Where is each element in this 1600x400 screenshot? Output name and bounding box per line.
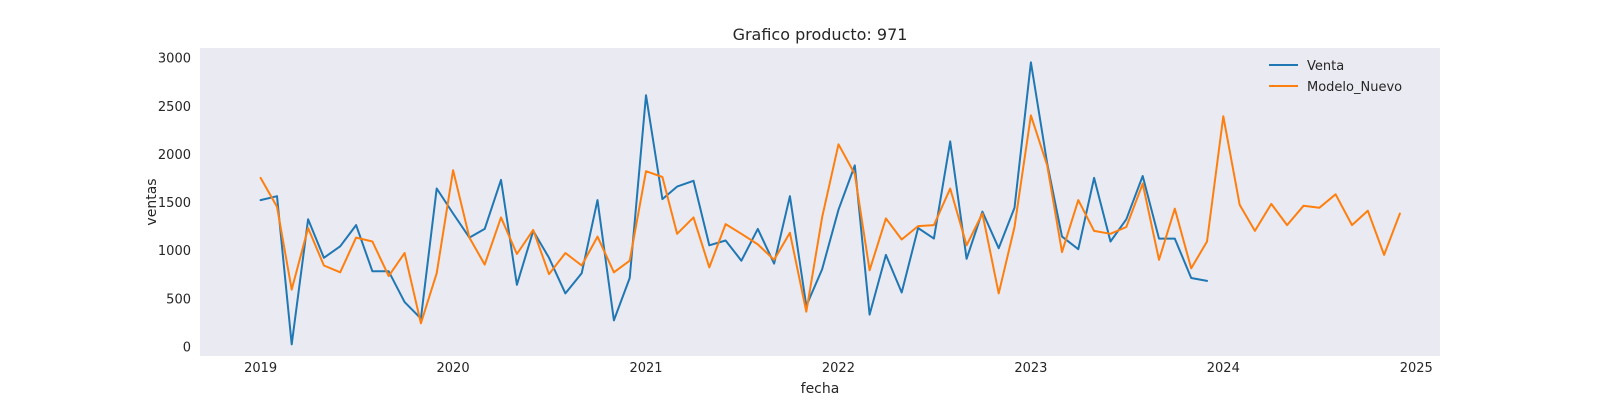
x-axis-label: fecha xyxy=(801,381,840,397)
legend-label-0: Venta xyxy=(1307,59,1344,74)
x-tick-label: 2022 xyxy=(822,361,855,376)
series-lines xyxy=(259,61,1401,346)
x-tick-label: 2021 xyxy=(629,361,662,376)
x-tick-label: 2025 xyxy=(1400,361,1433,376)
x-tick-label: 2020 xyxy=(437,361,470,376)
y-tick-label: 1500 xyxy=(158,196,191,211)
x-tick-label: 2019 xyxy=(244,361,277,376)
y-axis-label: ventas xyxy=(144,178,160,225)
series-line-1 xyxy=(259,114,1401,325)
y-tick-label: 2000 xyxy=(158,148,191,163)
legend-label-1: Modelo_Nuevo xyxy=(1307,80,1402,95)
y-axis-ticks: 0 500 1000 1500 2000 2500 3000 xyxy=(158,52,191,356)
x-tick-label: 2024 xyxy=(1207,361,1240,376)
y-tick-label: 500 xyxy=(166,292,191,307)
chart-title: Grafico producto: 971 xyxy=(733,25,908,44)
x-tick-label: 2023 xyxy=(1014,361,1047,376)
y-tick-label: 2500 xyxy=(158,100,191,115)
x-axis-ticks: 2019 2020 2021 2022 2023 2024 2025 xyxy=(244,361,1433,376)
plot-area xyxy=(200,48,1440,356)
legend: Venta Modelo_Nuevo xyxy=(1269,59,1402,95)
y-tick-label: 1000 xyxy=(158,244,191,259)
y-tick-label: 0 xyxy=(183,340,191,355)
y-tick-label: 3000 xyxy=(158,52,191,67)
